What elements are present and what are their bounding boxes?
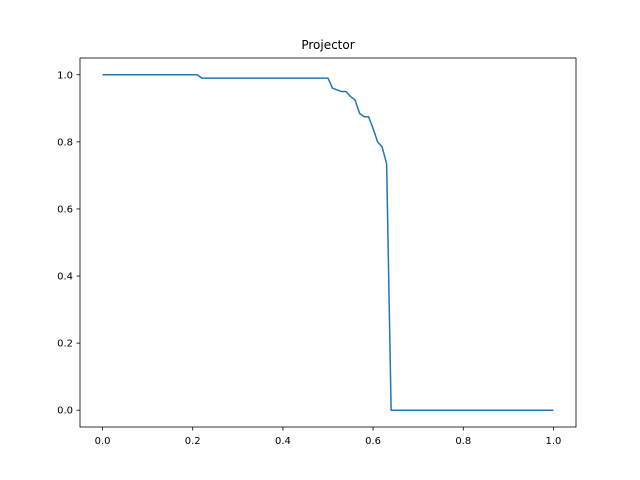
series-line-0 (102, 74, 554, 411)
y-tick-label: 0.2 (57, 339, 73, 350)
x-tick-label: 0.4 (275, 436, 291, 447)
y-tick-label: 1.0 (57, 70, 73, 81)
x-tick-label: 0.0 (95, 436, 111, 447)
x-tick-label: 0.8 (455, 436, 471, 447)
x-tick-label: 0.6 (365, 436, 381, 447)
series-layer (102, 74, 554, 411)
x-tick-label: 1.0 (546, 436, 562, 447)
y-tick-label: 0.8 (57, 137, 73, 148)
y-tick-label: 0.0 (57, 406, 73, 417)
y-tick-label: 0.4 (57, 272, 73, 283)
x-axis: 0.0 0.2 0.4 0.6 0.8 1.0 (95, 427, 562, 447)
y-tick-label: 0.6 (57, 204, 73, 215)
plot-frame (79, 57, 577, 428)
x-tick-label: 0.2 (185, 436, 201, 447)
chart-title: Projector (301, 38, 354, 52)
y-axis: 0.0 0.2 0.4 0.6 0.8 1.0 (57, 70, 80, 417)
